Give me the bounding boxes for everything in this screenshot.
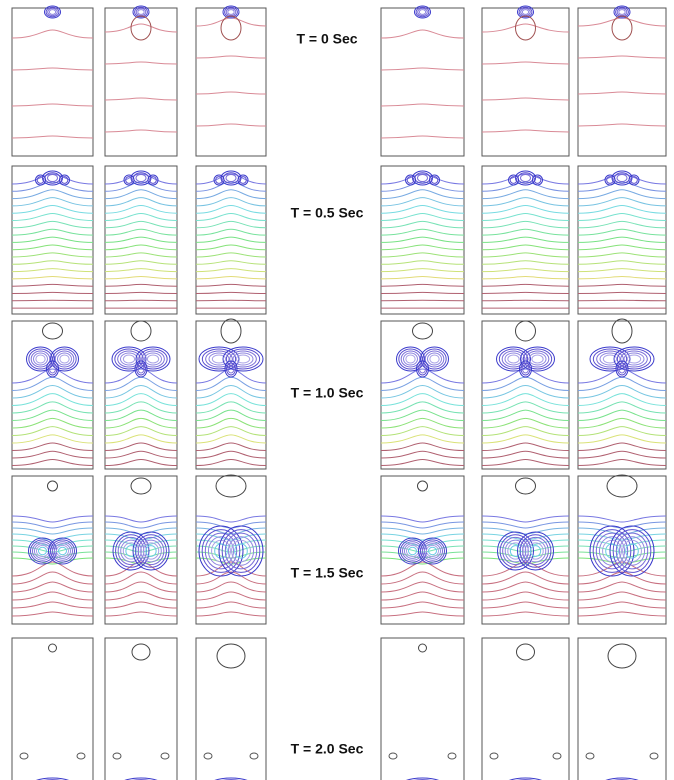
panel-frame bbox=[578, 8, 666, 156]
panel bbox=[381, 476, 464, 624]
panel-frame bbox=[196, 8, 266, 156]
time-label: T = 0 Sec bbox=[296, 31, 357, 47]
panel bbox=[196, 6, 266, 156]
panel bbox=[105, 6, 177, 156]
panel bbox=[482, 321, 569, 469]
contour bbox=[12, 300, 93, 301]
contour bbox=[381, 300, 464, 301]
panel bbox=[578, 319, 666, 469]
panel bbox=[196, 166, 266, 314]
panel bbox=[578, 638, 666, 780]
time-labels: T = 0 Sec T = 0.5 Sec T = 1.0 Sec T = 1.5 S… bbox=[291, 31, 364, 757]
panel bbox=[12, 321, 93, 469]
panel bbox=[578, 475, 666, 624]
panel bbox=[196, 475, 266, 624]
panel bbox=[105, 638, 177, 780]
contour bbox=[196, 300, 266, 301]
panel-frame bbox=[578, 166, 666, 314]
panel bbox=[12, 638, 93, 780]
panel-frame bbox=[482, 8, 569, 156]
contour bbox=[482, 300, 569, 301]
panel bbox=[578, 166, 666, 314]
contour bbox=[105, 300, 177, 301]
panel-frame bbox=[12, 321, 93, 469]
time-label: T = 0.5 Sec bbox=[291, 205, 364, 221]
panel bbox=[578, 6, 666, 156]
panel-frame bbox=[381, 166, 464, 314]
panel bbox=[12, 6, 93, 156]
panel bbox=[105, 321, 177, 469]
panel bbox=[196, 638, 266, 780]
panel bbox=[381, 6, 464, 156]
panel bbox=[482, 166, 569, 314]
panel-frame bbox=[105, 321, 177, 469]
figure: T = 0 Sec T = 0.5 Sec T = 1.0 Sec T = 1.5 S… bbox=[0, 0, 674, 780]
panel-frame bbox=[105, 8, 177, 156]
time-label: T = 1.5 Sec bbox=[291, 565, 364, 581]
panel bbox=[482, 476, 569, 624]
panel bbox=[482, 6, 569, 156]
panel bbox=[381, 166, 464, 314]
panel bbox=[381, 321, 464, 469]
panel-frame bbox=[105, 166, 177, 314]
time-label: T = 1.0 Sec bbox=[291, 385, 364, 401]
panel bbox=[12, 166, 93, 314]
panel bbox=[105, 476, 177, 624]
panel bbox=[12, 476, 93, 624]
panel-frame bbox=[12, 166, 93, 314]
panel-frame bbox=[381, 321, 464, 469]
panel bbox=[196, 319, 266, 469]
panel-frame bbox=[196, 166, 266, 314]
panel-frame bbox=[482, 166, 569, 314]
panel bbox=[105, 166, 177, 314]
panel bbox=[381, 638, 464, 780]
panel-frame bbox=[482, 321, 569, 469]
contour bbox=[578, 300, 666, 301]
panel bbox=[482, 638, 569, 780]
time-label: T = 2.0 Sec bbox=[291, 741, 364, 757]
